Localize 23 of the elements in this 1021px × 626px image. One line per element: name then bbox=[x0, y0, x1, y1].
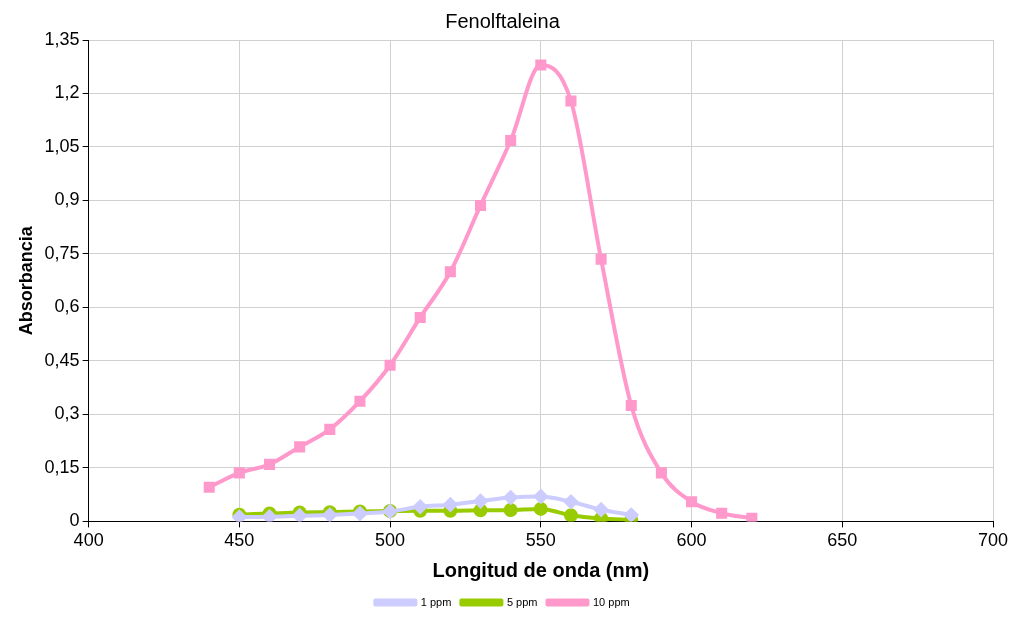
x-axis-title: Longitud de onda (nm) bbox=[432, 558, 650, 581]
y-tick-label: 0,6 bbox=[54, 296, 80, 317]
x-tick-label: 450 bbox=[224, 530, 255, 551]
y-tick-label: 0,45 bbox=[44, 349, 80, 370]
chart-title: Fenolftaleina bbox=[445, 9, 561, 32]
y-tick-label: 0,3 bbox=[54, 403, 80, 424]
y-tick-label: 0 bbox=[69, 510, 80, 531]
legend-label: 5 ppm bbox=[506, 595, 538, 608]
x-tick-label: 700 bbox=[977, 530, 1009, 551]
legend-label: 1 ppm bbox=[420, 595, 452, 608]
y-tick-label: 0,9 bbox=[54, 189, 80, 210]
y-axis-title: Absorbancia bbox=[15, 225, 36, 336]
x-tick-label: 500 bbox=[375, 530, 406, 551]
y-tick-label: 1,05 bbox=[44, 135, 80, 156]
y-tick-label: 1,2 bbox=[54, 82, 80, 103]
legend-label: 10 ppm bbox=[592, 595, 630, 608]
x-tick-label: 550 bbox=[525, 530, 556, 551]
x-tick-label: 650 bbox=[827, 530, 858, 551]
y-tick-label: 0,75 bbox=[44, 242, 80, 263]
x-tick-label: 400 bbox=[73, 530, 104, 551]
y-tick-label: 1,35 bbox=[44, 28, 80, 49]
y-tick-label: 0,15 bbox=[44, 456, 80, 477]
x-tick-label: 600 bbox=[676, 530, 707, 551]
